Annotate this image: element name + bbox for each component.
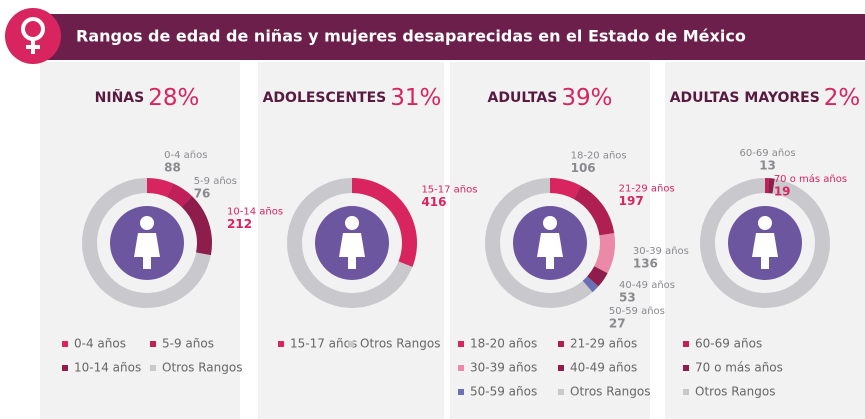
donut-segment <box>582 276 599 293</box>
figure-head <box>758 216 772 230</box>
legend-marker <box>278 341 284 347</box>
segment-label: 10-14 años <box>227 207 283 218</box>
donut-segment <box>167 183 193 208</box>
female-symbol <box>21 17 45 54</box>
segment-value: 76 <box>194 186 211 200</box>
panel-title: ADULTAS 39% <box>488 85 613 111</box>
figure-body <box>537 233 563 269</box>
segment-value: 212 <box>227 217 252 231</box>
segment-value: 19 <box>774 185 791 199</box>
legend-marker <box>558 389 564 395</box>
legend-label: 40-49 años <box>570 361 637 375</box>
legend-marker <box>458 365 464 371</box>
legend-label: Otros Rangos <box>162 361 242 375</box>
legend-marker <box>558 365 564 371</box>
figure-head <box>345 216 359 230</box>
panel-percent: 39% <box>561 85 612 111</box>
segment-value: 53 <box>619 290 636 304</box>
figure-icon <box>134 216 160 269</box>
legend-marker <box>458 389 464 395</box>
panel-title: NIÑAS 28% <box>95 85 200 111</box>
header-bar <box>40 14 865 60</box>
legend-label: 30-39 años <box>470 361 537 375</box>
panel-title-text: ADULTAS MAYORES <box>670 90 820 106</box>
segment-label: 0-4 años <box>164 150 207 161</box>
segment-label: 15-17 años <box>421 185 477 196</box>
segment-label: 50-59 años <box>609 306 665 317</box>
legend-marker <box>62 365 68 371</box>
donut-segment <box>594 233 615 274</box>
panel-title-text: ADULTAS <box>488 90 558 106</box>
figure-icon <box>752 216 778 269</box>
header-title: Rangos de edad de niñas y mujeres desapa… <box>76 27 746 46</box>
panel-title: ADOLESCENTES 31% <box>263 85 442 111</box>
panel-percent: 28% <box>148 85 199 111</box>
legend-label: 50-59 años <box>470 385 537 399</box>
donut-segment <box>768 178 775 194</box>
legend-label: 5-9 años <box>162 337 214 351</box>
legend-marker <box>683 365 689 371</box>
donut-segment <box>147 178 174 198</box>
panel-percent: 2% <box>824 85 861 111</box>
legend-label: 60-69 años <box>695 337 762 351</box>
segment-label: 21-29 años <box>619 184 675 195</box>
segment-label: 18-20 años <box>571 151 627 162</box>
legend-label: 18-20 años <box>470 337 537 351</box>
segment-value: 136 <box>633 256 658 270</box>
segment-value: 197 <box>619 194 644 208</box>
legend-label: 10-14 años <box>74 361 141 375</box>
figure-body <box>752 233 778 269</box>
segment-label: 60-69 años <box>740 148 796 159</box>
legend-label: 0-4 años <box>74 337 126 351</box>
donut-segment <box>550 178 581 200</box>
figure-body <box>339 233 365 269</box>
figure-head <box>140 216 154 230</box>
segment-value: 106 <box>571 161 596 175</box>
panel-title-text: ADOLESCENTES <box>263 90 387 106</box>
legend-marker <box>348 341 354 347</box>
figure-body <box>134 233 160 269</box>
segment-value: 13 <box>759 159 776 173</box>
panel-title-text: NIÑAS <box>95 89 145 106</box>
segment-label: 70 o más años <box>774 173 847 185</box>
legend-marker <box>150 365 156 371</box>
segment-value: 88 <box>164 160 181 174</box>
legend-marker <box>62 341 68 347</box>
donut-segment <box>573 185 615 236</box>
donut-segment <box>181 196 212 256</box>
legend-marker <box>558 341 564 347</box>
segment-label: 40-49 años <box>619 280 675 291</box>
panel-percent: 31% <box>390 85 441 111</box>
figure-icon <box>537 216 563 269</box>
legend-label: Otros Rangos <box>360 337 440 351</box>
donut-segment <box>765 178 769 194</box>
legend-marker <box>150 341 156 347</box>
donut-segment <box>352 178 418 267</box>
legend-marker <box>683 389 689 395</box>
legend-label: Otros Rangos <box>695 385 775 399</box>
segment-value: 416 <box>421 195 446 209</box>
donut-segment <box>587 266 608 287</box>
legend-label: 70 o más años <box>695 361 783 375</box>
legend-label: 21-29 años <box>570 337 637 351</box>
segment-label: 5-9 años <box>194 176 237 187</box>
legend-label: 15-17 años <box>290 337 357 351</box>
figure-icon <box>339 216 365 269</box>
figure-head <box>543 216 557 230</box>
legend-marker <box>683 341 689 347</box>
legend-marker <box>458 341 464 347</box>
panel-title: ADULTAS MAYORES 2% <box>670 85 861 111</box>
segment-value: 27 <box>609 316 626 330</box>
segment-label: 30-39 años <box>633 246 689 257</box>
legend-label: Otros Rangos <box>570 385 650 399</box>
header-icon <box>5 8 61 64</box>
